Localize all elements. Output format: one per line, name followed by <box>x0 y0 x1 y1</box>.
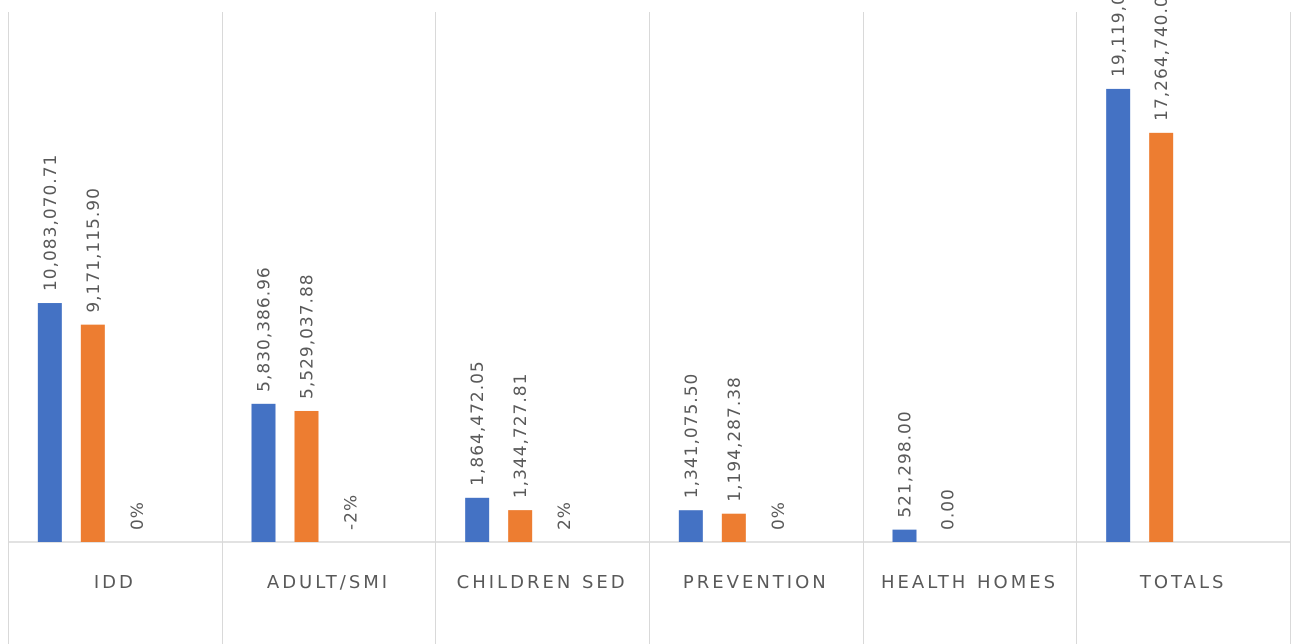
x-tick-label: PREVENTION <box>683 572 829 593</box>
bar-series-1 <box>252 404 276 542</box>
bar-series-1 <box>893 530 917 542</box>
bar-series-2 <box>295 411 319 542</box>
data-label-series-3: 2% <box>555 501 575 530</box>
data-label-series-2: 1,344,727.81 <box>511 373 531 499</box>
data-label-series-3: 0% <box>128 501 148 530</box>
bar-series-1 <box>38 303 62 542</box>
bar-series-2 <box>722 514 746 542</box>
x-tick-label: ADULT/SMI <box>267 572 390 593</box>
bar-series-1 <box>679 510 703 542</box>
data-label-series-2: 9,171,115.90 <box>84 187 104 313</box>
bar-series-2 <box>1149 133 1173 542</box>
data-label-series-1: 521,298.00 <box>896 410 916 517</box>
data-label-series-2: 17,264,740.0 <box>1152 0 1172 121</box>
bar-series-2 <box>81 325 105 542</box>
data-label-series-3: -2% <box>342 494 362 530</box>
data-label-series-3: 0% <box>769 501 789 530</box>
data-label-series-1: 10,083,070.71 <box>41 154 61 291</box>
x-tick-label: HEALTH HOMES <box>881 572 1058 593</box>
bar-series-1 <box>465 498 489 542</box>
data-label-series-2: 0.00 <box>939 488 959 530</box>
data-label-series-1: 19,119,00 <box>1109 0 1129 77</box>
data-label-series-1: 5,830,386.96 <box>255 266 275 392</box>
bar-series-1 <box>1106 89 1130 542</box>
data-label-series-2: 5,529,037.88 <box>298 273 318 399</box>
x-tick-label: TOTALS <box>1139 572 1227 593</box>
data-label-series-1: 1,341,075.50 <box>682 373 702 499</box>
data-label-series-1: 1,864,472.05 <box>468 360 488 486</box>
bar-series-2 <box>508 510 532 542</box>
x-tick-label: CHILDREN SED <box>457 572 628 593</box>
data-label-series-2: 1,194,287.38 <box>725 376 745 502</box>
x-tick-label: IDD <box>94 572 136 593</box>
